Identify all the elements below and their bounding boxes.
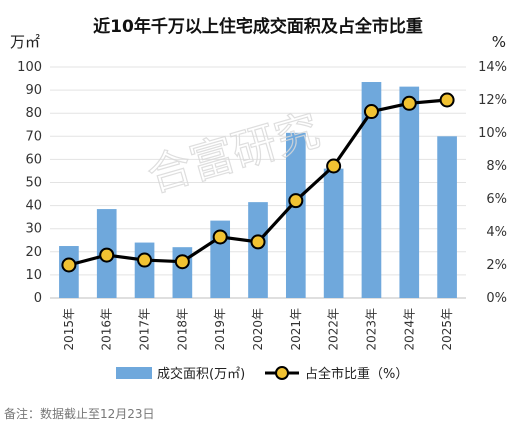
right-tick-label: 0% (486, 291, 507, 306)
left-tick-label: 40 (25, 199, 42, 214)
legend-bar-label: 成交面积(万㎡) (157, 366, 245, 382)
chart-title: 近10年千万以上住宅成交面积及占全市比重 (93, 16, 423, 37)
x-tick-label: 2022年 (327, 308, 341, 351)
line-point (401, 95, 417, 111)
right-tick-label: 10% (478, 126, 507, 141)
line-point (250, 234, 266, 250)
legend-line-marker (275, 366, 289, 380)
line-point (288, 193, 304, 209)
right-axis-unit: % (492, 33, 506, 51)
x-tick-label: 2024年 (402, 308, 416, 351)
x-tick-label: 2020年 (251, 308, 265, 351)
line-point (174, 254, 190, 270)
bar (437, 136, 457, 298)
line-point (363, 104, 379, 120)
left-tick-label: 100 (17, 60, 42, 75)
left-axis-ticks: 0 10 20 30 40 50 60 70 80 90 100 (17, 60, 42, 306)
right-tick-label: 8% (486, 159, 507, 174)
line-point (212, 229, 228, 245)
right-tick-label: 6% (486, 192, 507, 207)
left-tick-label: 70 (25, 129, 42, 144)
bar-series (59, 82, 457, 298)
footnote: 备注：数据截止至12月23日 (4, 406, 155, 421)
line-point (99, 247, 115, 263)
left-tick-label: 10 (25, 268, 42, 283)
left-tick-label: 20 (25, 245, 42, 260)
legend-bar-swatch (116, 367, 152, 379)
right-tick-label: 4% (486, 225, 507, 240)
x-tick-label: 2023年 (364, 308, 378, 351)
x-tick-label: 2016年 (100, 308, 114, 351)
x-axis-ticks: 2015年 2016年 2017年 2018年 2019年 2020年 2021年 2022年… (62, 308, 454, 351)
legend-line-label: 占全市比重（%） (305, 366, 408, 382)
right-tick-label: 2% (486, 258, 507, 273)
x-tick-label: 2017年 (138, 308, 152, 351)
right-tick-label: 12% (478, 93, 507, 108)
left-tick-label: 30 (25, 222, 42, 237)
x-tick-label: 2015年 (62, 308, 76, 351)
line-point (137, 252, 153, 268)
left-tick-label: 80 (25, 106, 42, 121)
bar (248, 202, 268, 298)
legend: 成交面积(万㎡) 占全市比重（%） (116, 366, 408, 382)
bar (399, 86, 420, 298)
left-tick-label: 60 (25, 152, 42, 167)
bar (285, 132, 306, 298)
bar (323, 168, 344, 298)
x-tick-label: 2018年 (175, 308, 189, 351)
line-series (61, 92, 455, 273)
left-tick-label: 50 (25, 176, 42, 191)
x-tick-label: 2025年 (440, 308, 454, 351)
x-tick-label: 2021年 (289, 308, 303, 351)
line-point (61, 257, 77, 273)
right-tick-label: 14% (478, 60, 507, 75)
bar (134, 242, 155, 298)
bar (361, 82, 382, 298)
line-point (326, 158, 342, 174)
left-tick-label: 0 (34, 291, 42, 306)
right-axis-ticks: 0% 2% 4% 6% 8% 10% 12% 14% (478, 60, 507, 306)
line-point (439, 92, 455, 108)
x-tick-label: 2019年 (213, 308, 227, 351)
left-axis-unit: 万㎡ (10, 33, 40, 51)
left-tick-label: 90 (25, 83, 42, 98)
